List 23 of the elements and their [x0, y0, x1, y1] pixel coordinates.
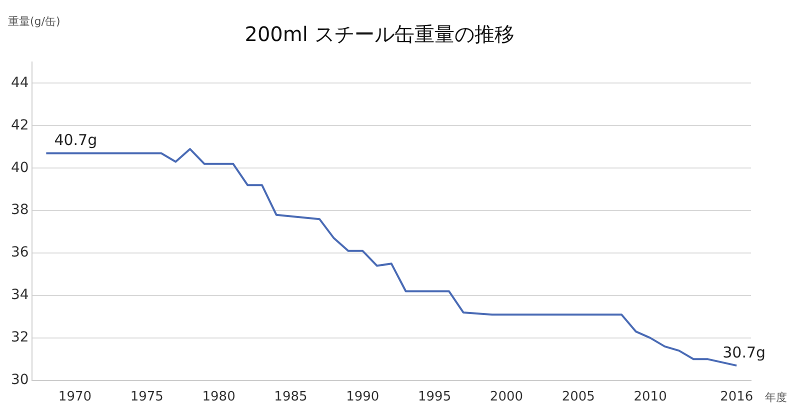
- y-tick-label: 42: [10, 117, 29, 134]
- y-tick-label: 34: [10, 287, 29, 304]
- x-tick-label: 2010: [634, 390, 667, 405]
- y-tick-label: 40: [10, 160, 29, 176]
- y-tick-label: 32: [10, 330, 29, 346]
- y-tick-label: 38: [10, 202, 29, 218]
- x-tick-label: 1990: [346, 390, 380, 405]
- x-tick-label: 1980: [202, 390, 236, 405]
- x-tick-label: 2000: [490, 390, 524, 405]
- x-tick-label: 1970: [58, 390, 92, 405]
- chart-title: 200ml スチール缶重量の推移: [244, 22, 514, 46]
- y-tick-label: 44: [10, 74, 29, 91]
- x-tick-label: 1995: [418, 390, 452, 405]
- y-tick-label: 30: [10, 372, 29, 388]
- x-tick-label: 2016: [720, 390, 754, 405]
- y-axis-title: 重量(g/缶): [8, 14, 60, 28]
- x-tick-label: 1975: [130, 390, 164, 405]
- y-tick-label: 36: [10, 244, 29, 261]
- x-tick-label: 2005: [562, 390, 595, 405]
- x-axis-title: 年度: [765, 390, 787, 404]
- x-tick-label: 1985: [274, 390, 308, 405]
- annotation: 40.7g: [54, 131, 98, 150]
- annotation: 30.7g: [722, 343, 766, 362]
